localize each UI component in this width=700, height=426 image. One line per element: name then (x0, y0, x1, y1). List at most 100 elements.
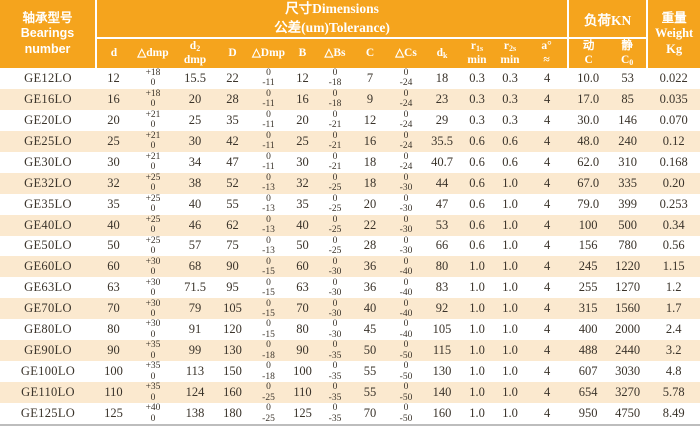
cell-dk: 23 (424, 88, 460, 110)
cell-dk: 83 (424, 277, 460, 299)
cell-r2s: 1.0 (494, 277, 526, 299)
cell-weight: 3.2 (647, 340, 700, 362)
cell-dynamic-c: 79.0 (568, 193, 609, 215)
cell-dynamic-c: 400 (568, 319, 609, 341)
cell-d: 12 (96, 68, 131, 89)
cell-static-c0: 3270 (608, 382, 648, 403)
cell-weight: 0.34 (647, 214, 700, 236)
weight-kg-header: 重量 Weight Kg (646, 0, 700, 68)
cell-model: GE30LO (0, 151, 96, 173)
cell-model: GE125LO (0, 403, 96, 424)
cell-dynamic-c: 156 (568, 235, 609, 257)
cell-static-c0: 335 (608, 172, 648, 194)
cell-dynamic-c: 950 (568, 403, 609, 424)
col-header-r1s-min: r1s min (460, 38, 494, 68)
cell-C: 7 (352, 68, 388, 89)
cell-dk: 80 (424, 256, 460, 278)
cell-static-c0: 780 (608, 235, 648, 257)
cell-delta-Dmp: 0 -13 (250, 235, 287, 257)
cell-dk: 53 (424, 214, 460, 236)
cell-d: 90 (96, 340, 131, 362)
cell-dk: 35.5 (424, 130, 460, 152)
cell-r1s: 0.3 (460, 109, 494, 131)
cell-r2s: 1.0 (494, 382, 526, 403)
cell-delta-dmp: +25 0 (131, 172, 175, 194)
cell-delta-Bs: 0 -25 (318, 235, 352, 257)
cell-model: GE80LO (0, 319, 96, 341)
cell-weight: 1.15 (647, 256, 700, 278)
cell-D: 130 (215, 340, 250, 362)
table-body: GE12LO 12 +18 0 15.5 22 0 -11 12 0 -18 7 0 -24 18 0.3 0.… (0, 68, 700, 424)
cell-delta-dmp: +18 0 (131, 88, 175, 110)
cell-delta-dmp: +25 0 (131, 214, 175, 236)
row-GE60LO: GE60LO 60 +30 0 68 90 0 -15 60 0 -30 36 0 -40 80 1.0 1.0… (0, 256, 700, 278)
row-GE125LO: GE125LO 125 +40 0 138 180 0 -25 125 0 -35 70 0 -50 160… (0, 403, 700, 424)
cell-dynamic-c: 10.0 (568, 68, 609, 89)
row-GE90LO: GE90LO 90 +35 0 99 130 0 -18 90 0 -35 50 0 -50 115 1.0 1… (0, 340, 700, 362)
cell-r1s: 0.6 (460, 130, 494, 152)
cell-C: 22 (352, 214, 388, 236)
cell-B: 80 (287, 319, 318, 341)
cell-weight: 0.12 (647, 130, 700, 152)
cell-d2-dmp: 30 (175, 130, 215, 152)
cell-dynamic-c: 255 (568, 277, 609, 299)
cell-dynamic-c: 48.0 (568, 130, 609, 152)
cell-delta-Cs: 0 -24 (388, 68, 424, 89)
cell-r2s: 0.3 (494, 88, 526, 110)
cell-d: 40 (96, 214, 131, 236)
cell-r2s: 1.0 (494, 193, 526, 215)
cell-weight: 0.070 (647, 109, 700, 131)
cell-delta-Cs: 0 -50 (388, 382, 424, 403)
cell-model: GE12LO (0, 68, 96, 89)
cell-delta-Bs: 0 -35 (318, 382, 352, 403)
cell-dk: 105 (424, 319, 460, 341)
cell-delta-Bs: 0 -25 (318, 172, 352, 194)
cell-C: 50 (352, 340, 388, 362)
cell-r1s: 1.0 (460, 403, 494, 424)
column-subheader-row: d △dmp d2 dmp D △Dmp B △Bs C △Cs dk r1s min r2s min a° ≈… (0, 38, 700, 68)
cell-weight: 0.253 (647, 193, 700, 215)
cell-delta-Cs: 0 -24 (388, 109, 424, 131)
cell-D: 42 (215, 130, 250, 152)
cell-B: 110 (287, 382, 318, 403)
row-GE35LO: GE35LO 35 +25 0 40 55 0 -13 35 0 -25 20 0 -30 47 0.6 1.0… (0, 193, 700, 215)
cell-B: 20 (287, 109, 318, 131)
cell-static-c0: 1270 (608, 277, 648, 299)
cell-dk: 18 (424, 68, 460, 89)
row-GE40LO: GE40LO 40 +25 0 46 62 0 -13 40 0 -25 22 0 -30 53 0.6 1.0… (0, 214, 700, 236)
cell-delta-Cs: 0 -24 (388, 88, 424, 110)
col-header-static-C0: 静 C0 (608, 38, 648, 68)
cell-static-c0: 2440 (608, 340, 648, 362)
table-header: 轴承型号 Bearings number 尺寸Dimensions 公差(um)… (0, 0, 700, 68)
cell-a: 4 (526, 277, 569, 299)
cell-r1s: 1.0 (460, 277, 494, 299)
cell-r1s: 0.6 (460, 214, 494, 236)
cell-d2-dmp: 38 (175, 172, 215, 194)
bearings-number-header: 轴承型号 Bearings number (0, 0, 97, 68)
cell-d2-dmp: 57 (175, 235, 215, 257)
cell-delta-Bs: 0 -35 (318, 361, 352, 383)
col-header-d: d (96, 38, 131, 68)
cell-dk: 115 (424, 340, 460, 362)
cell-static-c0: 53 (608, 68, 648, 89)
cell-B: 12 (287, 68, 318, 89)
cell-model: GE16LO (0, 88, 96, 110)
cell-dynamic-c: 100 (568, 214, 609, 236)
cell-d: 30 (96, 151, 131, 173)
cell-C: 55 (352, 361, 388, 383)
cell-delta-Dmp: 0 -11 (250, 68, 287, 89)
cell-d: 50 (96, 235, 131, 257)
cell-r1s: 1.0 (460, 256, 494, 278)
cell-weight: 1.7 (647, 298, 700, 320)
col-header-delta-Dmp: △Dmp (250, 38, 287, 68)
cell-C: 45 (352, 319, 388, 341)
cell-delta-Cs: 0 -24 (388, 151, 424, 173)
cell-dynamic-c: 607 (568, 361, 609, 383)
cell-a: 4 (526, 88, 569, 110)
cell-static-c0: 146 (608, 109, 648, 131)
cell-r2s: 0.3 (494, 109, 526, 131)
cell-delta-dmp: +40 0 (131, 403, 175, 424)
cell-delta-dmp: +35 0 (131, 361, 175, 383)
